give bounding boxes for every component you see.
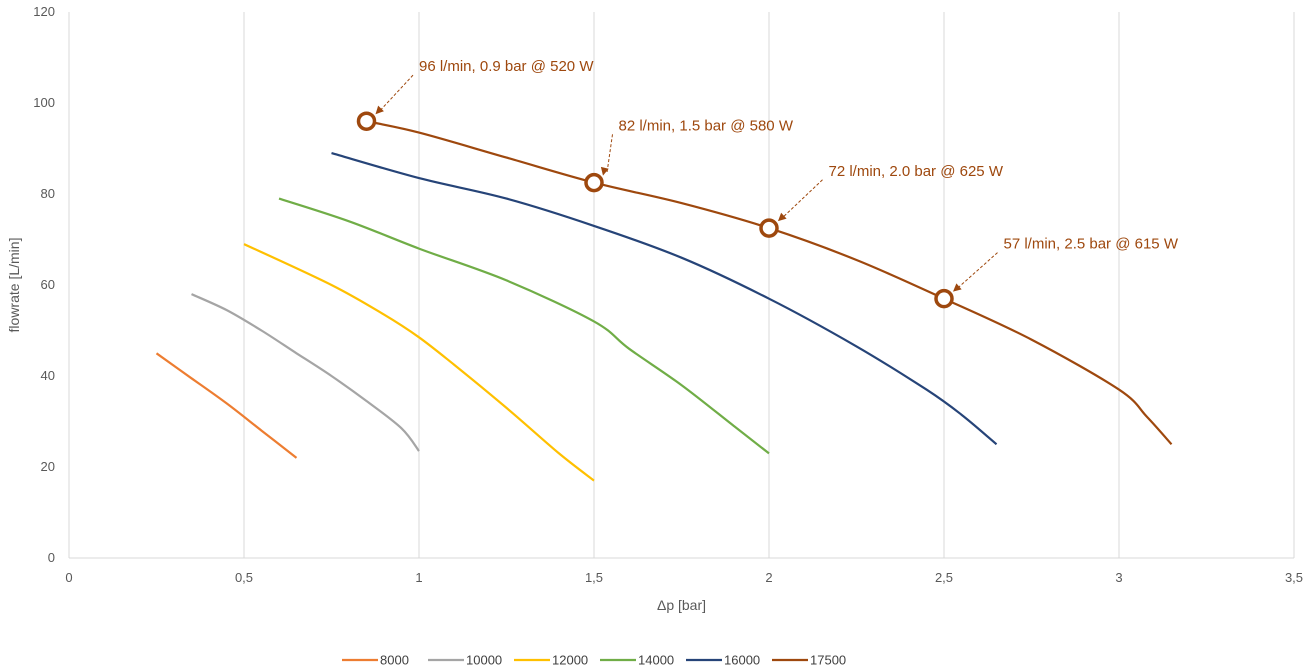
legend-label-16000: 16000 <box>724 653 760 668</box>
x-axis-label: Δp [bar] <box>657 597 706 613</box>
x-tick-label: 0,5 <box>235 570 253 585</box>
y-tick-label: 20 <box>41 459 55 474</box>
x-tick-label: 2,5 <box>935 570 953 585</box>
operating-point-marker <box>584 172 604 193</box>
x-tick-label: 1,5 <box>585 570 603 585</box>
x-tick-label: 1 <box>415 570 422 585</box>
y-tick-label: 120 <box>33 4 55 19</box>
y-tick-label: 60 <box>41 277 55 292</box>
axes <box>68 12 1294 559</box>
y-tick-label: 100 <box>33 95 55 110</box>
legend: 8000 10000 12000 14000 16000 17500 <box>342 653 846 668</box>
operating-point-marker <box>356 111 377 131</box>
series-line-16000 <box>331 152 998 446</box>
legend-label-17500: 17500 <box>810 653 846 668</box>
annotation-arrowhead <box>953 283 962 292</box>
x-tick-labels: 0 0,5 1 1,5 2 2,5 3 3,5 <box>65 570 1303 585</box>
annotation-label: 96 l/min, 0.9 bar @ 520 W <box>419 58 594 75</box>
grid-lines <box>243 12 1295 558</box>
annotations: 96 l/min, 0.9 bar @ 520 W 82 l/min, 1.5 b… <box>356 58 1179 309</box>
y-axis-label: flowrate [L/min] <box>6 238 22 333</box>
x-tick-label: 3 <box>1115 570 1122 585</box>
operating-point-marker <box>934 288 954 309</box>
annotation-label: 57 l/min, 2.5 bar @ 615 W <box>1004 236 1179 253</box>
annotation-leader <box>956 252 998 290</box>
series-lines <box>155 120 1173 482</box>
legend-label-10000: 10000 <box>466 653 502 668</box>
series-line-14000 <box>278 197 770 455</box>
annotation-label: 82 l/min, 1.5 bar @ 580 W <box>619 117 794 134</box>
annotation-label: 72 l/min, 2.0 bar @ 625 W <box>829 163 1004 180</box>
annotation-leader <box>379 74 414 112</box>
y-tick-label: 80 <box>41 186 55 201</box>
series-line-12000 <box>243 243 595 482</box>
annotation-arrowhead <box>375 105 384 115</box>
series-line-17500 <box>366 120 1173 446</box>
y-tick-labels: 0 20 40 60 80 100 120 <box>33 4 55 565</box>
legend-label-8000: 8000 <box>380 653 409 668</box>
series-line-8000 <box>155 352 298 459</box>
legend-label-14000: 14000 <box>638 653 674 668</box>
x-tick-label: 3,5 <box>1285 570 1303 585</box>
annotation-arrowhead <box>600 166 609 176</box>
annotation-arrowhead <box>778 212 787 222</box>
y-tick-label: 0 <box>48 550 55 565</box>
legend-label-12000: 12000 <box>552 653 588 668</box>
x-tick-label: 2 <box>765 570 772 585</box>
operating-point-marker <box>759 218 779 238</box>
annotation-leader <box>781 179 823 219</box>
series-line-10000 <box>191 293 420 452</box>
y-tick-label: 40 <box>41 368 55 383</box>
x-tick-label: 0 <box>65 570 72 585</box>
annotation-leader <box>606 134 613 173</box>
